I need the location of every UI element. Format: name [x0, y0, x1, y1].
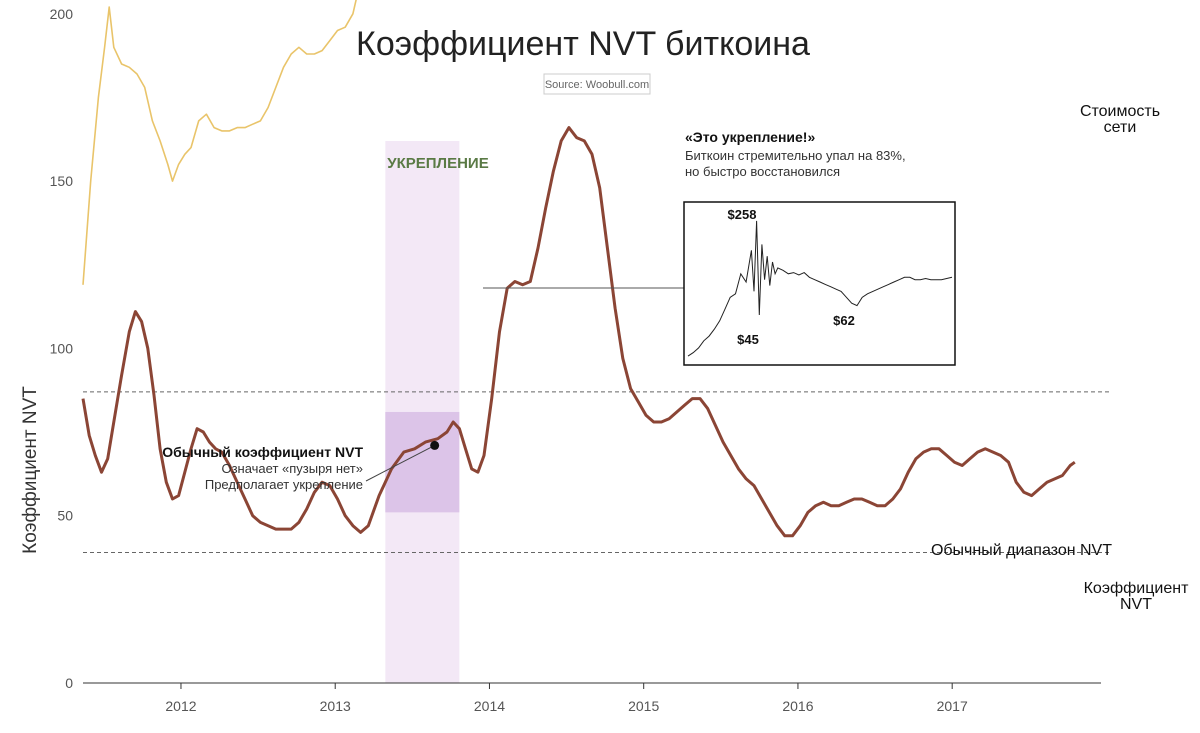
consolidation-line-1: Биткоин стремительно упал на 83%, — [685, 148, 906, 163]
network-value-label-1: Стоимость — [1080, 103, 1160, 120]
inset-frame — [683, 201, 956, 366]
y-axis-label: Коэффициент NVT — [20, 386, 41, 554]
nvt-ratio-line — [81, 126, 1076, 538]
network-value-line — [82, 0, 357, 285]
x-tick-label: 2017 — [937, 698, 968, 714]
source-text: Source: Woobull.com — [545, 79, 649, 91]
nvt-label-2: NVT — [1120, 596, 1152, 613]
x-tick-label: 2015 — [628, 698, 659, 714]
consolidation-line-2: но быстро восстановился — [685, 164, 840, 179]
normal-range-label: Обычный диапазон NVT — [931, 542, 1112, 559]
nvt-label-1: Коэффициент — [1084, 580, 1189, 597]
chart-title: Коэффициент NVT биткоина — [356, 25, 810, 63]
y-tick-label: 50 — [57, 508, 73, 524]
x-tick-label: 2012 — [165, 698, 196, 714]
x-tick-label: 2014 — [474, 698, 505, 714]
normal-nvt-title: Обычный коэффициент NVT — [162, 444, 363, 460]
source-badge — [543, 73, 651, 95]
x-tick-label: 2013 — [320, 698, 351, 714]
y-tick-label: 150 — [50, 173, 74, 189]
y-tick-label: 0 — [65, 675, 73, 691]
normal-nvt-line-2: Предполагает укрепление — [205, 477, 363, 492]
network-value-label-2: сети — [1104, 119, 1137, 136]
y-axis-ticks: 050100150200250 — [50, 6, 74, 691]
inset-price-line — [687, 220, 953, 357]
series-layer — [81, 0, 1076, 538]
normal-nvt-line-1: Означает «пузыря нет» — [221, 461, 363, 476]
consolidation-title: «Это укрепление!» — [685, 129, 815, 145]
normal-nvt-marker — [430, 440, 440, 450]
y-tick-label: 200 — [50, 6, 74, 22]
y-tick-label: 100 — [50, 340, 74, 356]
normal-nvt-pointer — [365, 444, 435, 482]
inset-label-258: $258 — [728, 207, 757, 222]
x-tick-label: 2016 — [782, 698, 813, 714]
x-axis-ticks: 2012 2013 2014 2015 2016 2017 — [165, 683, 968, 714]
consolidation-band-label: УКРЕПЛЕНИЕ — [387, 155, 488, 172]
inset-label-45: $45 — [737, 332, 759, 347]
inset-label-62: $62 — [833, 313, 855, 328]
